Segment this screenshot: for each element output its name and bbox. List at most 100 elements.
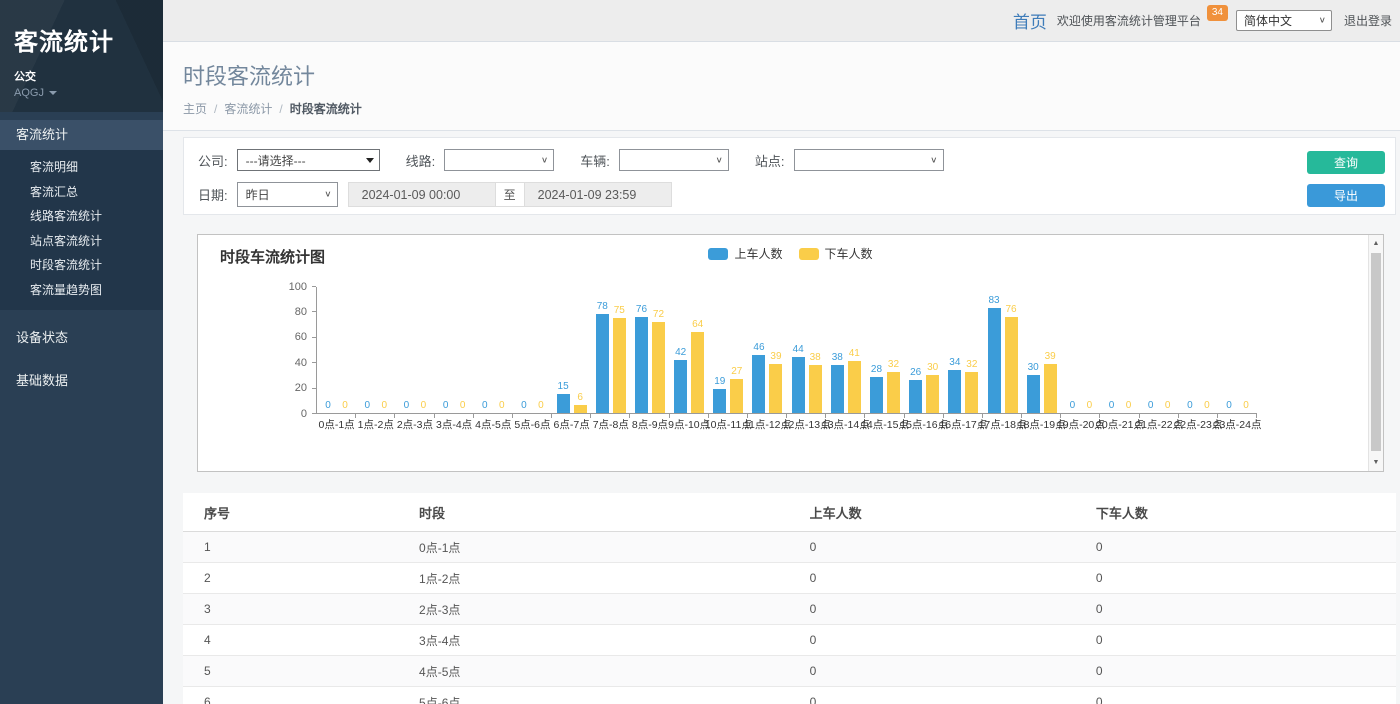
notification-badge[interactable]: 34 bbox=[1206, 5, 1228, 21]
chart-plot: 0 0 0点-1点 0 0 1点-2点 0 0 2点-3点 0 0 3点-4点 0 0 4点-5点 0 0 5点-… bbox=[317, 287, 1262, 431]
table-cell: 0 bbox=[801, 593, 1088, 625]
bar-group: 83 bbox=[987, 295, 1001, 413]
table-cell: 0 bbox=[801, 686, 1088, 704]
vehicle-label: 车辆: bbox=[580, 153, 610, 169]
scroll-up-icon[interactable]: ▲ bbox=[1372, 240, 1380, 247]
bar-value-label: 46 bbox=[753, 341, 765, 353]
bar[interactable] bbox=[595, 313, 609, 413]
date-preset-value: 昨日 bbox=[245, 188, 270, 202]
table-cell: 3点-4点 bbox=[411, 624, 802, 656]
bar[interactable] bbox=[926, 374, 940, 413]
bar[interactable] bbox=[713, 388, 727, 413]
bar[interactable] bbox=[634, 316, 648, 413]
x-axis-tick-mark bbox=[864, 414, 866, 418]
vehicle-select[interactable]: ∨ bbox=[618, 149, 729, 171]
bar[interactable] bbox=[987, 307, 1001, 413]
bar[interactable] bbox=[573, 405, 587, 413]
bar[interactable] bbox=[691, 331, 705, 413]
company-select[interactable]: ---请选择--- bbox=[236, 149, 380, 171]
bar-value-label: 0 bbox=[1204, 400, 1210, 411]
x-axis-tick-mark bbox=[1256, 414, 1258, 418]
scrollbar-thumb[interactable] bbox=[1371, 253, 1381, 451]
submenu-item[interactable]: 线路客流统计 bbox=[30, 209, 103, 223]
bar[interactable] bbox=[886, 372, 900, 413]
bar-group: 46 bbox=[752, 341, 766, 413]
x-axis-label: 23点-24点 bbox=[1213, 419, 1262, 431]
bar-value-label: 0 bbox=[538, 400, 544, 411]
bar[interactable] bbox=[948, 369, 962, 413]
date-preset-select[interactable]: 昨日 ∨ bbox=[236, 182, 338, 207]
x-axis-label: 5点-6点 bbox=[514, 419, 551, 431]
query-button[interactable]: 查询 bbox=[1307, 151, 1385, 174]
home-link[interactable]: 首页 bbox=[1012, 13, 1047, 32]
legend-item[interactable]: 上车人数 bbox=[708, 245, 783, 262]
legend-swatch bbox=[798, 247, 819, 260]
filter-row-2: 日期: 昨日 ∨ 2024-01-09 00:00 至 2024-01-09 2… bbox=[198, 182, 1381, 207]
submenu-item[interactable]: 站点客流统计 bbox=[30, 233, 103, 248]
chart-category: 0 0 23点-24点 bbox=[1214, 287, 1262, 431]
bar-group: 0 bbox=[1122, 400, 1135, 413]
bar-value-label: 0 bbox=[1243, 400, 1249, 411]
bar[interactable] bbox=[791, 357, 805, 413]
bar-group: 38 bbox=[830, 352, 844, 413]
bar[interactable] bbox=[808, 364, 822, 413]
language-select[interactable]: 简体中文 ∨ bbox=[1235, 10, 1332, 31]
chart-category-bars: 38 41 bbox=[830, 348, 861, 413]
bar[interactable] bbox=[651, 321, 665, 413]
export-button[interactable]: 导出 bbox=[1307, 184, 1385, 207]
x-axis-tick-mark bbox=[551, 414, 553, 418]
bar[interactable] bbox=[1026, 374, 1040, 413]
breadcrumb-item[interactable]: 主页 bbox=[183, 102, 208, 116]
station-select[interactable]: ∨ bbox=[793, 149, 944, 171]
sidebar-section-device-status[interactable]: 设备状态 bbox=[16, 330, 69, 345]
sidebar-section-base-data[interactable]: 基础数据 bbox=[16, 373, 69, 388]
bar[interactable] bbox=[556, 393, 570, 413]
submenu-item[interactable]: 客流汇总 bbox=[30, 184, 79, 199]
chart-category: 83 76 17点-18点 bbox=[979, 287, 1027, 431]
scroll-down-icon[interactable]: ▼ bbox=[1372, 459, 1380, 466]
y-axis-tick-label: 0 bbox=[300, 407, 307, 420]
bar[interactable] bbox=[847, 360, 861, 413]
sidebar-section-passenger-stats[interactable]: 客流统计 bbox=[0, 120, 163, 150]
bar[interactable] bbox=[869, 377, 883, 413]
bar-value-label: 0 bbox=[403, 400, 410, 411]
submenu-item[interactable]: 客流明细 bbox=[30, 160, 79, 174]
x-axis-label: 7点-8点 bbox=[592, 419, 629, 431]
bar-value-label: 39 bbox=[770, 350, 782, 362]
submenu-item[interactable]: 客流量趋势图 bbox=[30, 282, 103, 297]
bar[interactable] bbox=[752, 354, 766, 413]
date-to-input[interactable]: 2024-01-09 23:59 bbox=[523, 182, 672, 207]
bar-value-label: 76 bbox=[1005, 303, 1017, 315]
bar[interactable] bbox=[1043, 363, 1057, 413]
table-cell: 1点-2点 bbox=[411, 562, 802, 594]
x-axis-label: 16点-17点 bbox=[939, 419, 988, 431]
line-select[interactable]: ∨ bbox=[444, 149, 555, 171]
x-axis-label: 10点-11点 bbox=[704, 419, 752, 431]
breadcrumb-item[interactable]: 客流统计 bbox=[224, 102, 273, 116]
chart-category: 0 0 3点-4点 bbox=[435, 287, 474, 431]
bar[interactable] bbox=[1004, 316, 1018, 413]
bar[interactable] bbox=[965, 372, 979, 413]
logout-link[interactable]: 退出登录 bbox=[1343, 14, 1392, 28]
chart-legend: 上车人数 下车人数 bbox=[198, 245, 1383, 262]
bar[interactable] bbox=[830, 364, 844, 413]
user-menu[interactable]: AQGJ bbox=[14, 87, 149, 99]
bar[interactable] bbox=[769, 363, 783, 413]
bar[interactable] bbox=[730, 378, 744, 413]
page-title: 时段客流统计 bbox=[183, 64, 316, 89]
legend-item[interactable]: 下车人数 bbox=[798, 245, 873, 262]
bar[interactable] bbox=[674, 359, 688, 413]
chart-vertical-scrollbar[interactable]: ▲ ▼ bbox=[1368, 235, 1383, 471]
bar[interactable] bbox=[612, 317, 626, 413]
bar-value-label: 0 bbox=[459, 400, 466, 411]
bar-group: 0 bbox=[517, 400, 530, 413]
chart-category: 0 0 4点-5点 bbox=[474, 287, 513, 431]
table-cell: 0 bbox=[1087, 624, 1396, 656]
x-axis-label: 19点-20点 bbox=[1056, 419, 1105, 431]
bar-group: 26 bbox=[909, 367, 923, 413]
bar[interactable] bbox=[909, 380, 923, 413]
date-from-input[interactable]: 2024-01-09 00:00 bbox=[347, 182, 496, 207]
submenu-item[interactable]: 时段客流统计 bbox=[30, 258, 103, 272]
